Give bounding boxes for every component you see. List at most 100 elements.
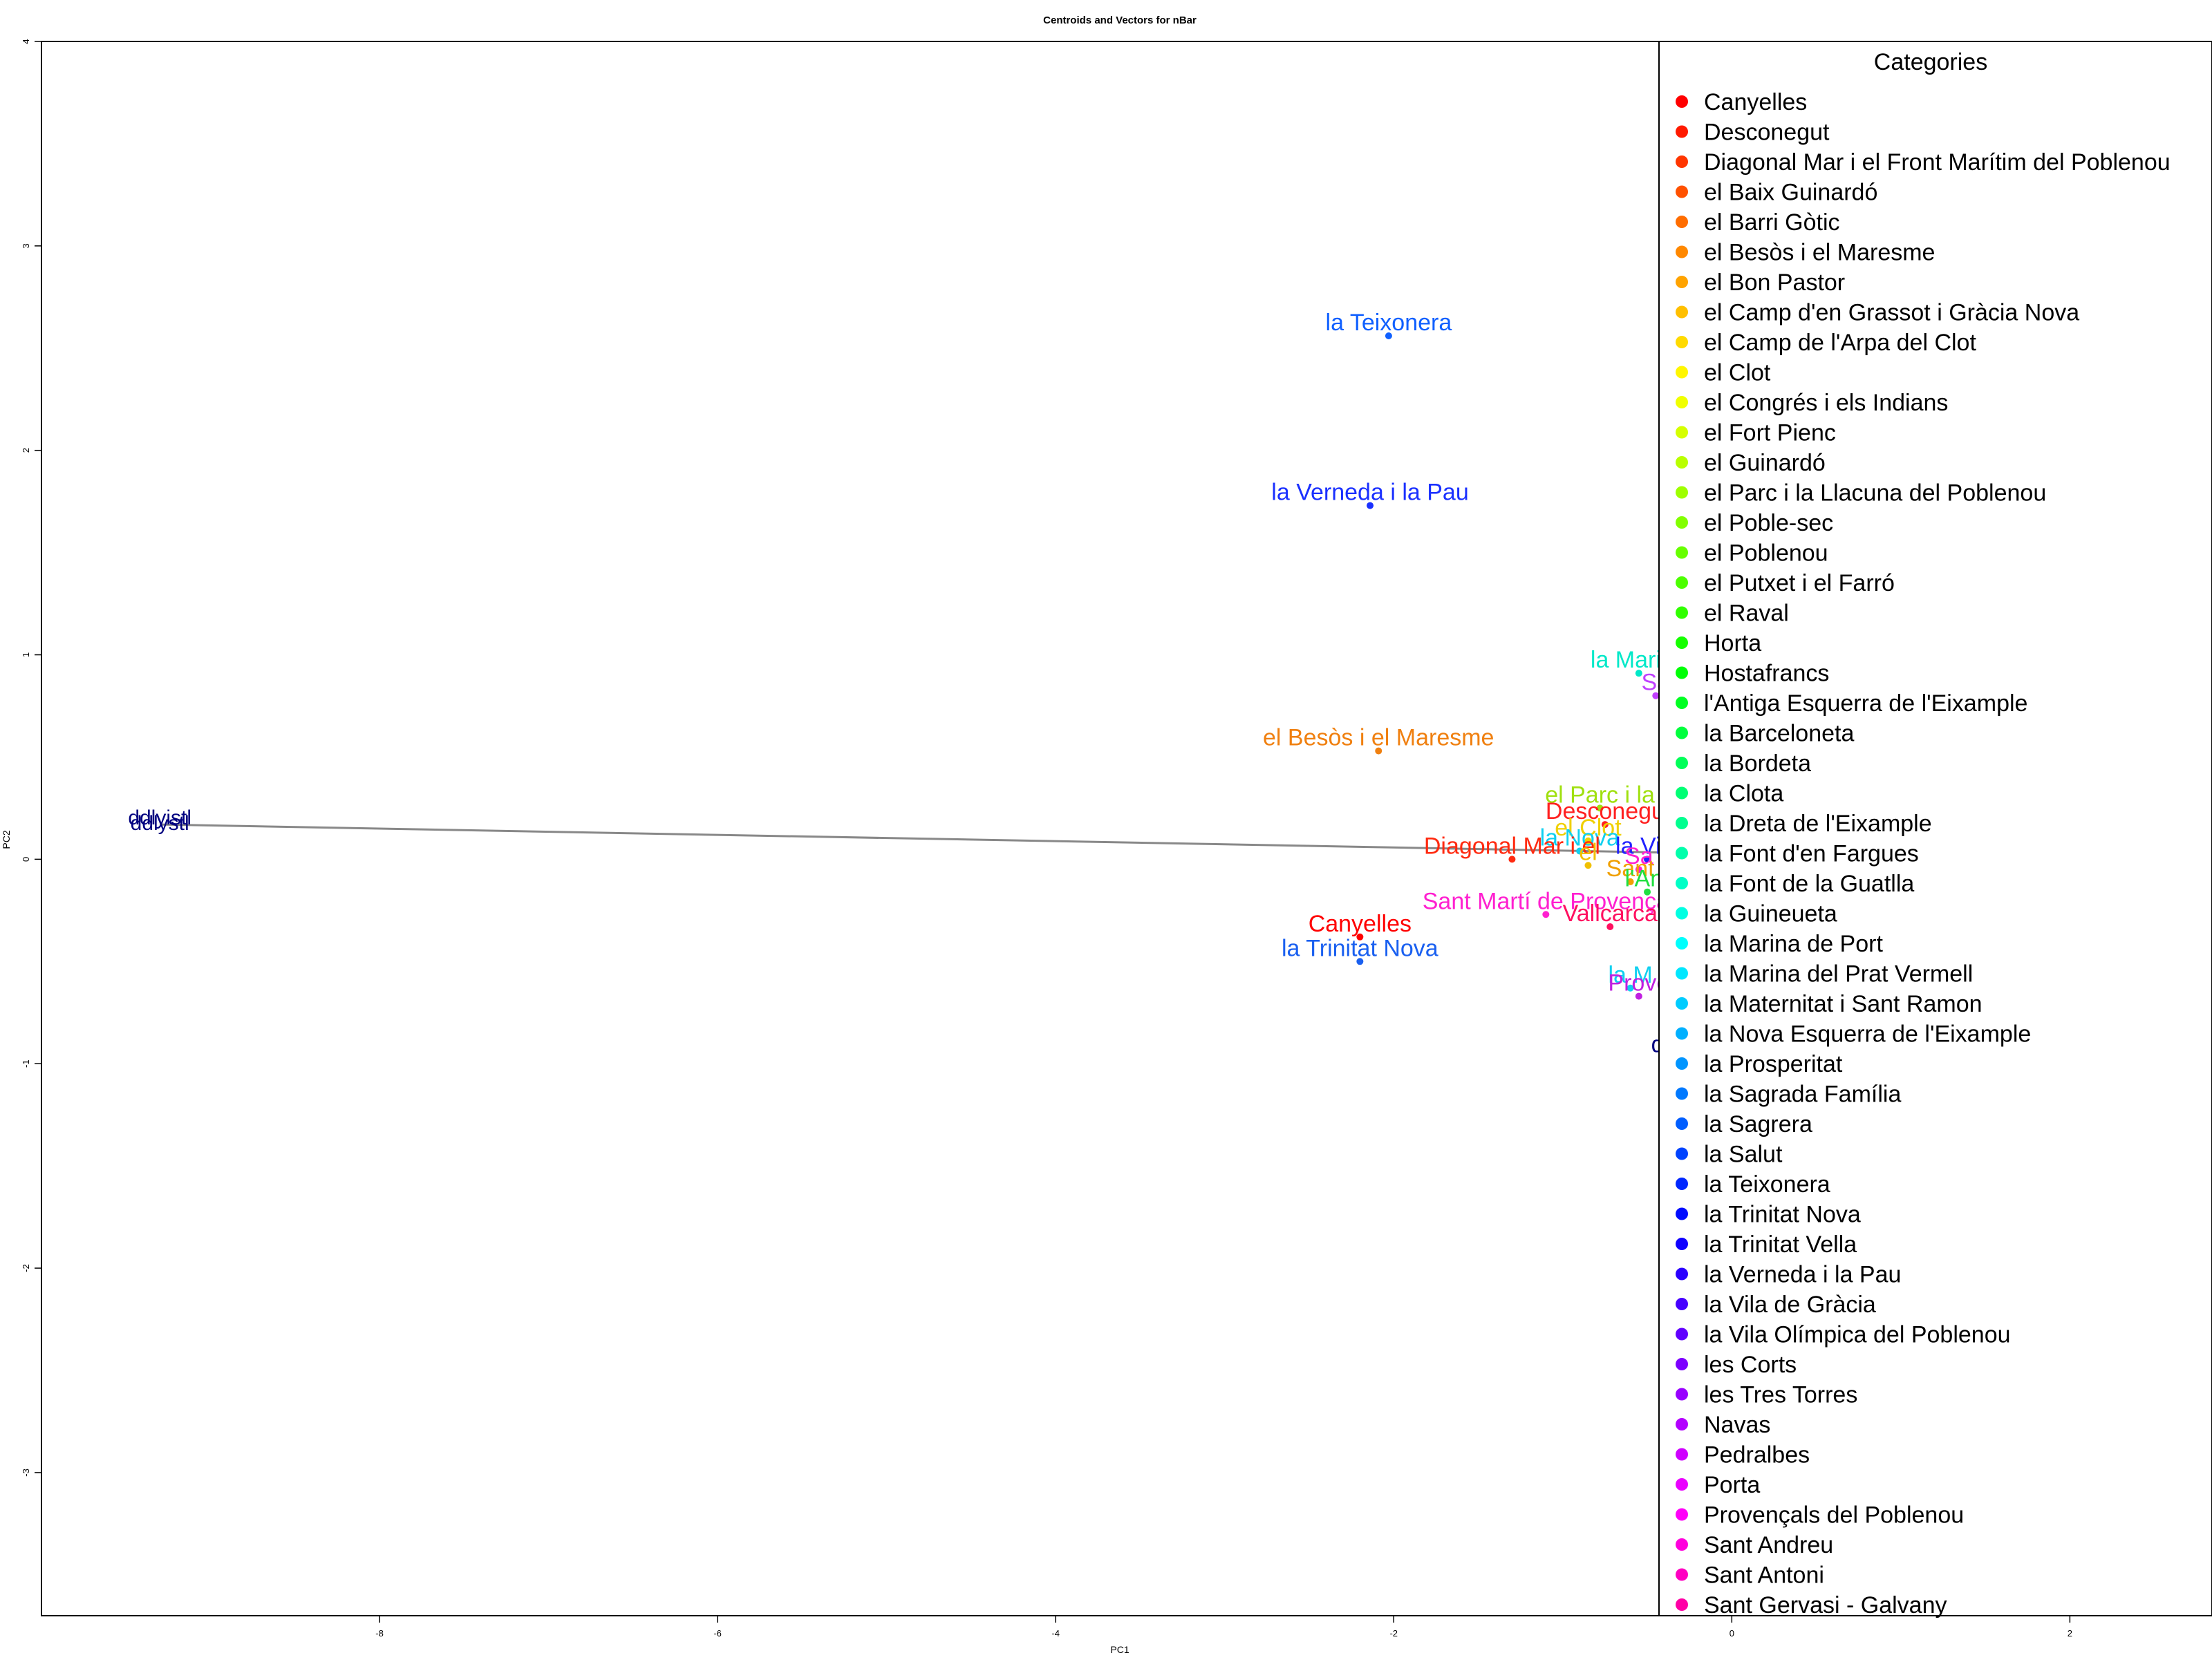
legend-entry-26: la Font de la Guatlla	[1704, 871, 1914, 897]
legend-marker-28	[1676, 937, 1688, 950]
legend-entry-33: la Sagrada Família	[1704, 1082, 1901, 1108]
centroid-point-20	[1627, 984, 1634, 992]
legend-entry-20: l'Antiga Esquerra de l'Eixample	[1704, 690, 2027, 717]
vector-label-0: ddlyistl	[128, 806, 191, 829]
legend-entry-3: el Baix Guinardó	[1704, 180, 1877, 206]
legend-entry-37: la Trinitat Nova	[1704, 1202, 1861, 1228]
y-tick-label-6: 3	[21, 243, 31, 248]
y-tick-label-3: 0	[21, 857, 31, 862]
y-tick-label-2: -1	[21, 1059, 31, 1068]
centroid-label-4: el Besòs i el Maresme	[1263, 725, 1494, 751]
centroid-label-6: el Parc i la	[1545, 782, 1655, 808]
legend-entry-47: Provençals del Poblenou	[1704, 1502, 1964, 1529]
legend-marker-8	[1676, 336, 1688, 348]
legend-marker-41	[1676, 1328, 1688, 1341]
centroid-point-8	[1584, 837, 1592, 844]
legend-marker-47	[1676, 1508, 1688, 1521]
legend-entry-43: les Tres Torres	[1704, 1382, 1857, 1408]
centroid-point-7	[1601, 821, 1609, 829]
legend-marker-27	[1676, 907, 1688, 920]
centroid-label-14: Sant	[1606, 856, 1655, 882]
legend-marker-43	[1676, 1388, 1688, 1401]
legend-entry-50: Sant Gervasi - Galvany	[1704, 1592, 1947, 1618]
legend-marker-0	[1676, 95, 1688, 108]
legend-entry-29: la Marina del Prat Vermell	[1704, 961, 1973, 988]
legend-entry-18: Horta	[1704, 630, 1761, 657]
legend-entry-45: Pedralbes	[1704, 1442, 1810, 1469]
legend-entry-4: el Barri Gòtic	[1704, 209, 1840, 236]
x-tick-label-1: -6	[713, 1628, 722, 1639]
legend-marker-48	[1676, 1538, 1688, 1551]
legend-entry-19: Hostafrancs	[1704, 661, 1829, 687]
legend-marker-21	[1676, 726, 1688, 739]
legend-marker-13	[1676, 486, 1688, 499]
centroid-point-21	[1635, 992, 1642, 1000]
legend-marker-12	[1676, 456, 1688, 469]
centroid-label-1: la Verneda i la Pau	[1271, 480, 1468, 506]
x-tick-label-3: -2	[1389, 1628, 1398, 1639]
vector-line	[160, 823, 1698, 855]
centroid-point-1	[1367, 502, 1374, 509]
legend-marker-33	[1676, 1087, 1688, 1100]
legend-entry-6: el Bon Pastor	[1704, 270, 1845, 296]
centroid-label-19: la Trinitat Nova	[1282, 935, 1438, 961]
legend-entry-42: les Corts	[1704, 1352, 1797, 1378]
centroid-label-12: el	[1579, 839, 1597, 865]
legend-entry-32: la Prosperitat	[1704, 1051, 1843, 1077]
legend-entry-28: la Marina de Port	[1704, 931, 1883, 957]
y-tick-label-1: -2	[21, 1264, 31, 1272]
legend-entry-30: la Maternitat i Sant Ramon	[1704, 991, 1983, 1017]
centroid-label-16: Sant Martí de Provença	[1423, 888, 1669, 914]
legend-marker-49	[1676, 1568, 1688, 1581]
legend-marker-2	[1676, 155, 1688, 168]
centroid-point-14	[1627, 878, 1634, 885]
legend-entry-9: el Clot	[1704, 360, 1771, 386]
legend: Categories Canyelles Desconegut Diagonal M…	[1658, 41, 2212, 1618]
centroid-point-13	[1635, 866, 1642, 874]
legend-entry-34: la Sagrera	[1704, 1111, 1812, 1137]
legend-marker-9	[1676, 366, 1688, 379]
chart-title: Centroids and Vectors for nBar	[1043, 15, 1197, 26]
legend-marker-29	[1676, 967, 1688, 980]
legend-marker-24	[1676, 817, 1688, 829]
legend-marker-22	[1676, 757, 1688, 769]
centroid-label-18: Canyelles	[1309, 911, 1412, 937]
legend-marker-32	[1676, 1057, 1688, 1070]
legend-entry-14: el Poble-sec	[1704, 510, 1833, 536]
legend-marker-7	[1676, 305, 1688, 319]
legend-marker-11	[1676, 426, 1688, 439]
centroid-point-9	[1576, 847, 1584, 855]
legend-entry-35: la Salut	[1704, 1142, 1783, 1168]
y-tick-label-5: 2	[21, 448, 31, 453]
legend-title: Categories	[1874, 49, 1987, 75]
legend-entry-23: la Clota	[1704, 781, 1783, 807]
legend-entry-16: el Putxet i el Farró	[1704, 570, 1895, 596]
x-tick-label-5: 2	[2068, 1628, 2072, 1639]
legend-entry-7: el Camp d'en Grassot i Gràcia Nova	[1704, 300, 2079, 326]
centroid-label-9: la Nova	[1540, 825, 1620, 851]
centroid-label-8: el Clot	[1555, 815, 1622, 841]
legend-entry-48: Sant Andreu	[1704, 1532, 1833, 1558]
legend-entry-12: el Guinardó	[1704, 450, 1826, 476]
legend-entry-15: el Poblenou	[1704, 540, 1828, 567]
legend-marker-4	[1676, 216, 1688, 228]
centroid-label-0: la Teixonera	[1326, 310, 1452, 336]
legend-entry-44: Navas	[1704, 1412, 1770, 1438]
legend-marker-40	[1676, 1298, 1688, 1310]
centroid-label-17: Vallcarca	[1563, 900, 1658, 927]
legend-entry-24: la Dreta de l'Eixample	[1704, 811, 1932, 837]
legend-marker-36	[1676, 1178, 1688, 1190]
legend-marker-34	[1676, 1117, 1688, 1130]
legend-entry-17: el Raval	[1704, 601, 1789, 627]
centroid-point-15	[1644, 888, 1651, 896]
legend-marker-6	[1676, 276, 1688, 288]
legend-marker-10	[1676, 396, 1688, 408]
legend-entry-27: la Guineueta	[1704, 901, 1837, 927]
legend-box	[1658, 41, 2212, 1616]
y-tick-label-0: -3	[21, 1469, 31, 1477]
axes: -8 -6 -4 -2 0 2 -3 -2 -1 0 1 2 3 4	[21, 39, 2072, 1639]
legend-entry-0: Canyelles	[1704, 89, 1807, 115]
legend-marker-35	[1676, 1147, 1688, 1160]
